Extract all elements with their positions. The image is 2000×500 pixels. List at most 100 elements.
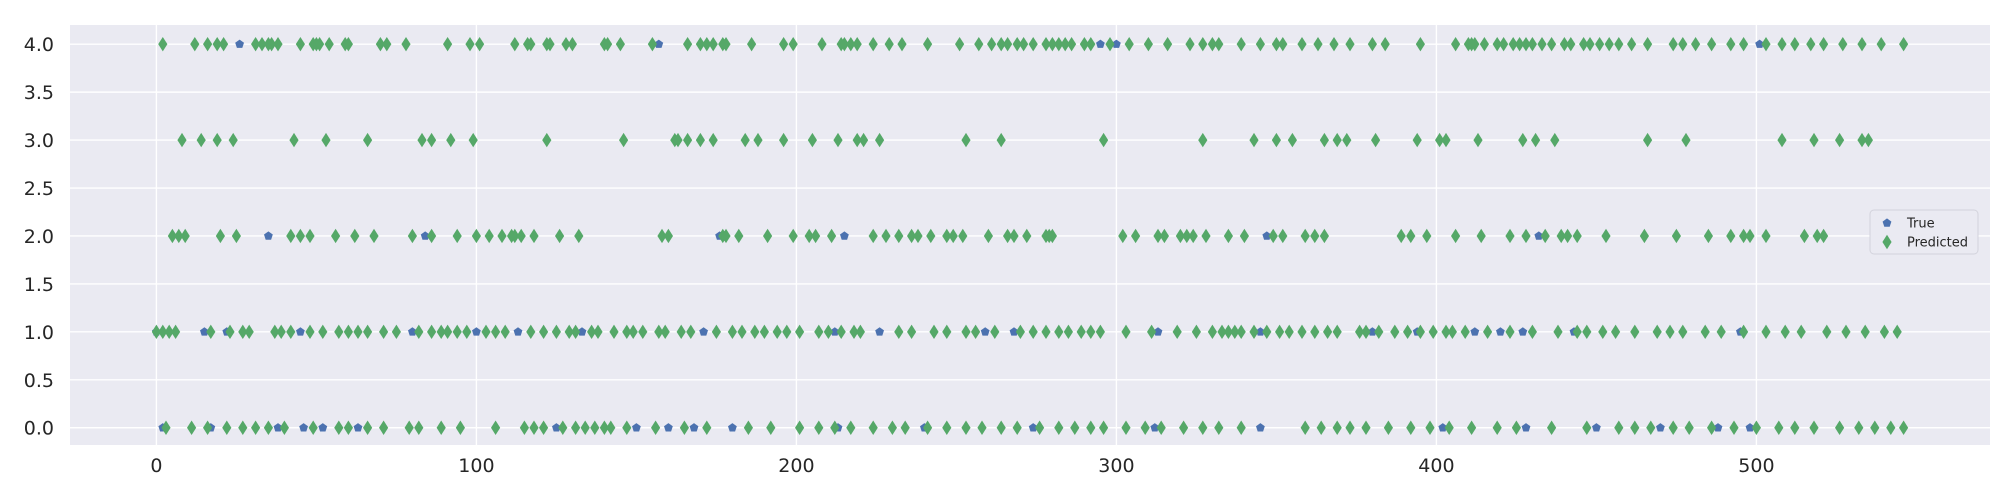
x-tick-label: 200 [778, 455, 814, 477]
predicted-point [1179, 420, 1189, 435]
predicted-point [1806, 36, 1816, 52]
predicted-point [500, 324, 510, 340]
predicted-point [868, 228, 878, 244]
predicted-point [1511, 420, 1521, 435]
predicted-point [158, 36, 168, 52]
true-point [875, 327, 884, 336]
predicted-point [1236, 324, 1246, 340]
predicted-point [286, 228, 296, 244]
predicted-point [1099, 420, 1109, 435]
predicted-point [804, 228, 814, 244]
predicted-point [1630, 324, 1640, 340]
x-tick-label: 400 [1418, 455, 1454, 477]
true-point [472, 327, 481, 336]
predicted-point [1745, 228, 1755, 244]
true-point [1745, 423, 1755, 432]
predicted-point [1774, 420, 1784, 435]
y-tick-label: 2.0 [24, 226, 54, 248]
predicted-point [1422, 228, 1432, 244]
predicted-point [161, 420, 171, 435]
predicted-point [1492, 36, 1502, 52]
predicted-point [446, 132, 456, 148]
predicted-point [1614, 420, 1624, 435]
predicted-point [657, 228, 667, 244]
predicted-point [1780, 324, 1790, 340]
true-point [318, 423, 328, 432]
predicted-point [1425, 420, 1435, 435]
predicted-point [491, 420, 501, 435]
predicted-point [1035, 420, 1045, 435]
predicted-point [1761, 36, 1771, 52]
predicted-point [622, 420, 632, 435]
predicted-point [961, 420, 971, 435]
predicted-point [1540, 228, 1550, 244]
true-point [577, 327, 587, 336]
predicted-point [436, 420, 446, 435]
predicted-point [1835, 132, 1845, 148]
predicted-point [1054, 420, 1064, 435]
predicted-point [1297, 324, 1307, 340]
true-point [1153, 327, 1163, 336]
predicted-point [1521, 36, 1531, 52]
predicted-point [1726, 228, 1736, 244]
true-point [1096, 39, 1105, 48]
predicted-point [1707, 420, 1717, 435]
predicted-point [660, 324, 670, 340]
predicted-point [763, 228, 773, 244]
predicted-point [740, 132, 750, 148]
predicted-point [708, 36, 718, 52]
x-tick-label: 0 [150, 455, 162, 477]
predicted-point [743, 420, 753, 435]
data-points [151, 36, 1909, 435]
predicted-point [1041, 324, 1051, 340]
predicted-point [663, 228, 673, 244]
predicted-point [1892, 324, 1902, 340]
series-predicted [151, 36, 1909, 435]
predicted-point [1499, 36, 1509, 52]
predicted-point [295, 228, 305, 244]
predicted-point [1147, 324, 1157, 340]
legend-marker-predicted [1882, 234, 1892, 250]
predicted-point [497, 228, 507, 244]
predicted-point [343, 324, 353, 340]
predicted-point [375, 36, 385, 52]
true-point [1256, 423, 1265, 432]
predicted-point [1015, 324, 1025, 340]
predicted-point [151, 324, 161, 340]
predicted-point [782, 324, 792, 340]
predicted-point [315, 36, 325, 52]
predicted-point [727, 324, 737, 340]
predicted-point [228, 132, 238, 148]
predicted-point [1332, 324, 1342, 340]
predicted-point [471, 228, 481, 244]
predicted-point [273, 36, 283, 52]
predicted-point [526, 324, 536, 340]
predicted-point [1796, 324, 1806, 340]
predicted-point [1191, 324, 1201, 340]
predicted-point [673, 132, 683, 148]
predicted-point [555, 228, 565, 244]
predicted-point [1476, 228, 1486, 244]
predicted-point [187, 420, 197, 435]
predicted-point [1182, 228, 1192, 244]
predicted-point [1761, 228, 1771, 244]
predicted-point [1572, 228, 1582, 244]
predicted-point [1371, 132, 1381, 148]
predicted-point [839, 36, 849, 52]
predicted-point [1508, 36, 1518, 52]
predicted-point [401, 36, 411, 52]
predicted-point [807, 132, 817, 148]
predicted-point [363, 420, 373, 435]
predicted-point [1070, 420, 1080, 435]
predicted-point [1527, 324, 1537, 340]
predicted-point [1047, 36, 1057, 52]
predicted-point [1012, 420, 1022, 435]
predicted-point [1505, 228, 1515, 244]
predicted-point [1604, 36, 1614, 52]
predicted-point [1547, 36, 1557, 52]
predicted-point [452, 228, 462, 244]
predicted-point [455, 420, 465, 435]
predicted-point [1028, 324, 1038, 340]
predicted-point [1483, 324, 1493, 340]
predicted-point [215, 228, 225, 244]
